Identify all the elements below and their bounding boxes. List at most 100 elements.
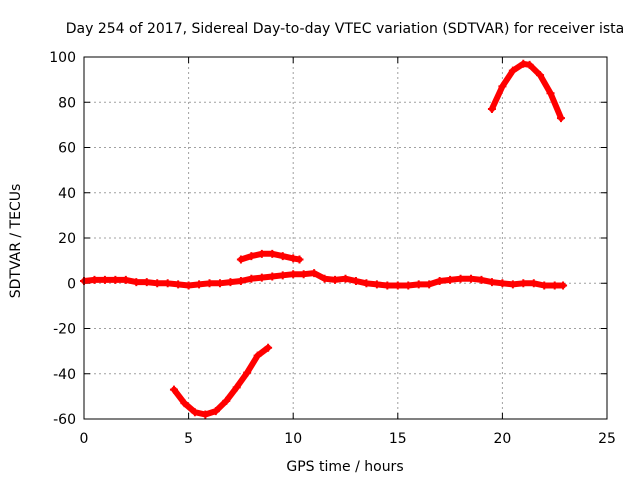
data-point [243, 368, 252, 377]
data-point [142, 278, 151, 287]
data-point [257, 273, 266, 282]
plot-frame [83, 56, 608, 420]
data-point [211, 407, 220, 416]
data-point [341, 274, 350, 283]
x-tick-label: 20 [493, 431, 511, 447]
data-point [90, 275, 99, 284]
x-tick-label: 0 [80, 431, 89, 447]
data-point [222, 396, 231, 405]
data-point [404, 281, 413, 290]
data-point [184, 281, 193, 290]
x-tick-label: 25 [598, 431, 616, 447]
data-point [121, 275, 130, 284]
data-point [383, 281, 392, 290]
data-point [487, 278, 496, 287]
data-point [247, 252, 256, 261]
data-point [414, 280, 423, 289]
series-line [171, 344, 272, 418]
series-baseline [80, 269, 568, 290]
y-tick-label: 40 [58, 186, 76, 202]
data-point [100, 275, 109, 284]
data-point [299, 270, 308, 279]
data-point [435, 276, 444, 285]
series-arc-high [487, 59, 565, 123]
data-point [536, 71, 545, 80]
data-point [236, 276, 245, 285]
y-tick-label: 0 [67, 276, 76, 292]
data-point [467, 274, 476, 283]
data-point [289, 254, 298, 263]
data-point [477, 275, 486, 284]
data-point [320, 274, 329, 283]
data-point [180, 399, 189, 408]
data-point [498, 82, 507, 91]
y-tick-label: -40 [53, 367, 76, 383]
x-tick-label: 5 [184, 431, 193, 447]
data-point [529, 279, 538, 288]
data-point [253, 351, 262, 360]
data-point [169, 385, 178, 394]
y-tick-label: -20 [53, 322, 76, 338]
y-tick-label: 80 [58, 95, 76, 111]
data-point [525, 60, 534, 69]
grid [84, 57, 607, 419]
data-point [278, 252, 287, 261]
data-point [310, 269, 319, 278]
data-point [559, 281, 568, 290]
data-point [111, 275, 120, 284]
data-point [247, 274, 256, 283]
data-point [257, 249, 266, 258]
data-point [550, 281, 559, 290]
series-arc-mid [236, 249, 304, 264]
data-point [362, 279, 371, 288]
data-point [268, 272, 277, 281]
data-point [508, 280, 517, 289]
data-point [278, 271, 287, 280]
data-point [205, 279, 214, 288]
data-point [163, 279, 172, 288]
data-point [195, 280, 204, 289]
data-point [556, 114, 565, 123]
data-point [508, 66, 517, 75]
y-tick-label: 60 [58, 141, 76, 157]
data-point [232, 383, 241, 392]
y-tick-label: 20 [58, 231, 76, 247]
x-axis-label: GPS time / hours [286, 459, 403, 475]
data-point [331, 275, 340, 284]
data-point [372, 280, 381, 289]
data-point [546, 89, 555, 98]
data-point [540, 281, 549, 290]
data-series [80, 59, 568, 419]
data-point [295, 255, 304, 264]
data-point [236, 255, 245, 264]
x-tick-label: 15 [389, 431, 407, 447]
x-tick-label: 10 [284, 431, 302, 447]
data-point [498, 279, 507, 288]
data-point [289, 270, 298, 279]
data-point [268, 249, 277, 258]
y-tick-label: 100 [49, 50, 76, 66]
data-point [264, 343, 273, 352]
data-point [456, 274, 465, 283]
data-point [393, 281, 402, 290]
axis-ticks: 0 5 10 15 20 25 -60 -40 -20 0 20 40 60 80 100 [49, 50, 616, 447]
data-point [132, 278, 141, 287]
data-point [519, 279, 528, 288]
data-point [201, 410, 210, 419]
data-point [425, 280, 434, 289]
y-tick-label: -60 [53, 412, 76, 428]
data-point [215, 279, 224, 288]
data-point [519, 59, 528, 68]
series-arc-low [169, 343, 273, 419]
y-axis-label: SDTVAR / TECUs [8, 184, 24, 299]
data-point [446, 275, 455, 284]
data-point [153, 279, 162, 288]
data-point [487, 105, 496, 114]
data-point [190, 408, 199, 417]
data-point [351, 276, 360, 285]
data-point [174, 280, 183, 289]
data-point [226, 278, 235, 287]
chart-title: Day 254 of 2017, Sidereal Day-to-day VTE… [66, 21, 624, 37]
